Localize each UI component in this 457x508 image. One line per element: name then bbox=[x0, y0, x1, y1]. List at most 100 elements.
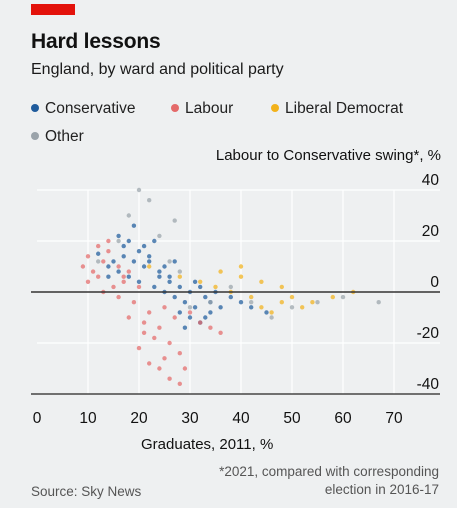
point-labour bbox=[157, 366, 162, 371]
source-note: Source: Sky News bbox=[31, 484, 142, 499]
chart-subtitle: England, by ward and political party bbox=[31, 61, 284, 78]
x-tick-label-70: 70 bbox=[385, 410, 403, 427]
point-conservative bbox=[264, 310, 269, 315]
point-labour bbox=[90, 269, 96, 274]
y-tick-label-40: 40 bbox=[422, 172, 440, 189]
point-other bbox=[177, 269, 182, 274]
point-conservative bbox=[116, 233, 121, 239]
point-liberal-democrat bbox=[238, 274, 244, 279]
point-liberal-democrat bbox=[238, 264, 244, 269]
point-liberal-democrat bbox=[330, 294, 335, 300]
x-tick-label-60: 60 bbox=[334, 410, 352, 427]
point-labour bbox=[182, 366, 188, 371]
point-conservative bbox=[147, 254, 152, 259]
point-conservative bbox=[136, 279, 142, 284]
point-labour bbox=[106, 249, 111, 254]
y-axis-label: Labour to Conservative swing*, % bbox=[215, 147, 441, 164]
point-liberal-democrat bbox=[177, 274, 182, 279]
point-conservative bbox=[187, 315, 193, 320]
point-other bbox=[172, 218, 177, 223]
x-axis-label: Graduates, 2011, % bbox=[141, 436, 274, 453]
footnote: *2021, compared with corresponding elect… bbox=[219, 463, 439, 499]
point-labour bbox=[198, 320, 203, 325]
point-other bbox=[136, 187, 142, 193]
point-conservative bbox=[203, 315, 208, 320]
x-tick-labels: 0 10 20 30 40 50 60 70 bbox=[33, 410, 403, 427]
point-labour bbox=[141, 320, 147, 325]
point-other bbox=[249, 300, 254, 305]
point-other bbox=[340, 294, 346, 300]
point-labour bbox=[147, 310, 152, 315]
point-conservative bbox=[106, 274, 111, 279]
legend-item-conservative: Conservative bbox=[31, 100, 135, 118]
point-liberal-democrat bbox=[310, 300, 315, 305]
point-conservative bbox=[218, 305, 223, 310]
x-tick-label-30: 30 bbox=[181, 410, 199, 427]
point-conservative bbox=[152, 284, 157, 290]
point-liberal-democrat bbox=[249, 294, 254, 300]
point-labour bbox=[85, 254, 91, 259]
point-labour bbox=[121, 274, 126, 279]
point-other bbox=[269, 315, 274, 320]
point-conservative bbox=[238, 300, 244, 305]
point-conservative bbox=[116, 269, 121, 274]
point-labour bbox=[111, 284, 116, 290]
legend-label-liberal-democrat: Liberal Democrat bbox=[285, 100, 404, 117]
point-liberal-democrat bbox=[300, 305, 305, 310]
x-tick-label-0: 0 bbox=[33, 410, 42, 427]
point-conservative bbox=[198, 284, 203, 290]
point-conservative bbox=[192, 279, 198, 284]
y-tick-labels: 40 20 0 -20 -40 bbox=[417, 172, 440, 393]
legend-item-labour: Labour bbox=[171, 100, 233, 118]
point-conservative bbox=[152, 238, 157, 244]
point-labour bbox=[106, 238, 111, 244]
point-conservative bbox=[167, 274, 172, 279]
point-conservative bbox=[111, 259, 116, 264]
point-conservative bbox=[162, 264, 167, 269]
legend-label-labour: Labour bbox=[185, 100, 234, 117]
point-labour bbox=[208, 325, 213, 330]
point-labour bbox=[96, 274, 101, 279]
point-conservative bbox=[126, 274, 131, 279]
point-liberal-democrat bbox=[259, 279, 264, 284]
point-conservative bbox=[141, 264, 147, 269]
point-conservative bbox=[96, 251, 101, 256]
x-tick-label-40: 40 bbox=[232, 410, 250, 427]
point-conservative bbox=[131, 223, 137, 228]
point-liberal-democrat bbox=[279, 284, 284, 290]
point-conservative bbox=[182, 325, 188, 330]
legend-item-other: Other bbox=[31, 128, 84, 146]
point-conservative bbox=[249, 305, 254, 310]
point-labour bbox=[172, 315, 177, 320]
y-tick-label-0: 0 bbox=[430, 274, 439, 291]
point-conservative bbox=[157, 269, 162, 274]
point-other bbox=[116, 238, 121, 244]
axes-lines bbox=[31, 291, 440, 395]
point-labour bbox=[80, 264, 86, 269]
point-conservative bbox=[208, 310, 213, 315]
point-labour bbox=[126, 315, 131, 320]
point-liberal-democrat bbox=[269, 310, 274, 315]
point-conservative bbox=[167, 279, 172, 284]
point-labour bbox=[187, 310, 193, 315]
point-labour bbox=[177, 381, 182, 386]
point-other bbox=[228, 284, 233, 290]
point-labour bbox=[167, 340, 172, 346]
point-conservative bbox=[136, 249, 142, 254]
point-labour bbox=[218, 330, 223, 335]
y-tick-label-20: 20 bbox=[422, 223, 440, 240]
point-labour bbox=[116, 264, 121, 269]
point-other bbox=[376, 300, 381, 305]
point-liberal-democrat bbox=[259, 305, 264, 310]
chart-title: Hard lessons bbox=[31, 30, 161, 53]
point-other bbox=[315, 300, 320, 305]
point-other bbox=[167, 259, 172, 264]
point-conservative bbox=[172, 259, 177, 264]
point-conservative bbox=[147, 259, 152, 264]
x-tick-label-10: 10 bbox=[79, 410, 97, 427]
point-labour bbox=[162, 305, 167, 310]
point-conservative bbox=[203, 294, 208, 300]
y-tick-label--20: -20 bbox=[417, 325, 440, 342]
x-tick-label-20: 20 bbox=[130, 410, 148, 427]
